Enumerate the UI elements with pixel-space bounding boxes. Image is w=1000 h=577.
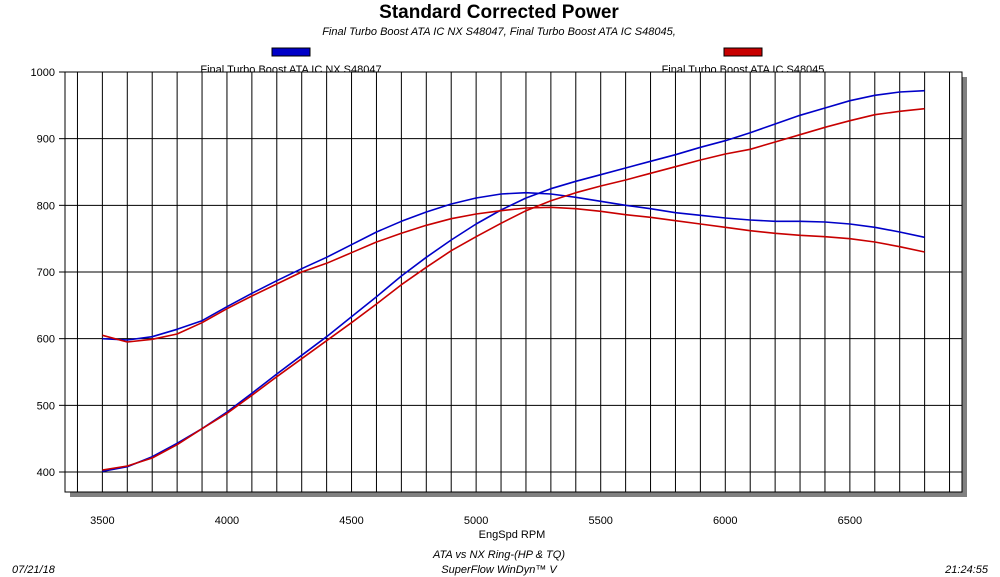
series-line-ic-1 <box>102 206 925 343</box>
series-line-nx-0 <box>102 89 925 473</box>
chart-subtitle: Final Turbo Boost ATA IC NX S48047, Fina… <box>322 26 676 38</box>
y-tick-label: 1000 <box>31 67 55 79</box>
series-line-nx-1 <box>102 191 925 341</box>
legend-swatch-ic <box>723 47 763 57</box>
x-tick-label: 3500 <box>90 515 114 527</box>
footer-date: 07/21/18 <box>12 564 56 576</box>
y-tick-label: 500 <box>37 400 55 412</box>
y-tick-label: 600 <box>37 334 55 346</box>
x-tick-label: 5500 <box>588 515 612 527</box>
x-axis-label: EngSpd RPM <box>479 529 546 541</box>
x-tick-label: 4500 <box>339 515 363 527</box>
y-tick-label: 700 <box>37 267 55 279</box>
footer-line1: ATA vs NX Ring-(HP & TQ) <box>432 549 565 561</box>
footer-line2: SuperFlow WinDyn™ V <box>441 564 558 576</box>
chart-title: Standard Corrected Power <box>379 2 619 23</box>
footer-time: 21:24:55 <box>944 564 989 576</box>
y-tick-labels: 400 500 600 700 800 900 1000 <box>31 67 65 479</box>
plot-area <box>64 71 963 493</box>
y-tick-label: 800 <box>37 200 55 212</box>
y-tick-label: 900 <box>37 134 55 146</box>
legend-swatch-nx <box>271 47 311 57</box>
y-tick-label: 400 <box>37 467 55 479</box>
x-tick-label: 6500 <box>838 515 862 527</box>
x-tick-labels: 3500 4000 4500 5000 5500 6000 6500 <box>90 515 862 527</box>
x-tick-label: 4000 <box>215 515 239 527</box>
x-tick-label: 6000 <box>713 515 737 527</box>
data-curves <box>102 89 925 473</box>
series-line-ic-0 <box>102 107 925 471</box>
x-tick-label: 5000 <box>464 515 488 527</box>
